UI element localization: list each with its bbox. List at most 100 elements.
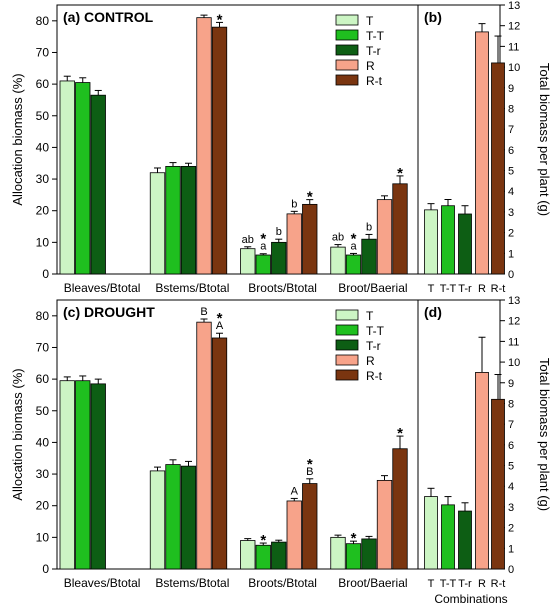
y-axis-label: Total biomass per plant (g): [537, 358, 550, 511]
bar-T-r: [180, 165, 197, 275]
y-tick-label: 0: [42, 267, 49, 281]
panel-a: 0 10 20 30 40 50 60 70 80 Allocation biomass (%) (…: [10, 4, 419, 295]
x-category-label: T: [428, 283, 435, 295]
y-tick-label: 9: [508, 378, 514, 390]
y-tick-label: 2: [508, 523, 514, 535]
significance-letter: B: [306, 466, 313, 478]
bar-T: [424, 209, 438, 275]
y-tick-label: 0: [42, 562, 49, 576]
legend-label: T-r: [366, 44, 381, 58]
y-tick-label: 50: [36, 109, 50, 123]
x-category-label: T: [428, 578, 435, 590]
legend-swatch: [335, 324, 359, 336]
x-category-label: R: [478, 578, 486, 590]
panel-title: (b): [424, 9, 442, 25]
y-tick-label: 10: [508, 62, 520, 74]
y-tick-label: 11: [508, 41, 519, 53]
panel-title: (c) DROUGHT: [63, 304, 155, 320]
bar-T-T: [255, 254, 271, 275]
y-tick-label: 40: [36, 435, 50, 449]
y-tick-label: 0: [508, 564, 514, 576]
y-tick-label: 70: [36, 45, 50, 59]
bar-R: [376, 199, 393, 275]
bar-T: [330, 536, 346, 570]
significance-star: *: [260, 532, 266, 549]
legend-swatch: [335, 339, 359, 351]
bar-T: [149, 172, 166, 275]
significance-star: *: [307, 189, 313, 206]
significance-star: *: [351, 530, 357, 547]
bar-T-T: [345, 543, 362, 570]
bar-R: [475, 372, 489, 570]
y-tick-label: 30: [36, 467, 50, 481]
y-tick-label: 6: [508, 145, 514, 157]
bar-T: [240, 248, 256, 275]
y-tick-label: 4: [508, 186, 514, 198]
y-tick-label: 1: [508, 248, 514, 260]
x-category-label: T-T: [440, 578, 457, 590]
bar-T: [424, 496, 438, 570]
panel-c: 0 10 20 30 40 50 60 70 80 Allocation biomass (%) (…: [10, 299, 419, 590]
y-tick-label: 6: [508, 440, 514, 452]
bar-R: [286, 500, 302, 570]
significance-star: *: [260, 231, 266, 248]
bar-T-r: [90, 383, 106, 570]
bar-R: [376, 479, 393, 570]
bar-T: [59, 380, 75, 570]
x-category-label: R-t: [491, 283, 506, 295]
x-axis-label: Combinations: [434, 592, 507, 606]
bar-R-t: [392, 183, 408, 275]
legend-swatch: [335, 29, 359, 41]
bar-T-T: [75, 82, 91, 275]
bar-T-T: [345, 254, 362, 275]
y-tick-label: 10: [36, 235, 50, 249]
bar-T-T: [441, 504, 455, 570]
significance-star: *: [307, 456, 313, 473]
y-tick-label: 60: [36, 77, 50, 91]
y-tick-label: 7: [508, 419, 514, 431]
significance-letter: A: [291, 485, 299, 497]
y-tick-label: 50: [36, 404, 50, 418]
significance-letter: b: [276, 226, 282, 238]
bar-R-t: [211, 337, 228, 570]
bar-T-r: [271, 541, 287, 570]
x-category-label: Bleaves/Btotal: [64, 281, 141, 295]
legend-swatch: [335, 309, 359, 321]
bar-T: [149, 470, 166, 570]
significance-star: *: [397, 425, 403, 442]
bar-T-r: [361, 538, 377, 570]
significance-star: *: [217, 11, 223, 28]
y-tick-label: 10: [36, 530, 50, 544]
legend-swatch: [335, 59, 359, 71]
x-category-label: T-T: [440, 283, 457, 295]
bar-R: [196, 321, 212, 570]
legend-label: R-t: [366, 74, 383, 88]
y-tick-label: 10: [508, 357, 520, 369]
bar-R: [475, 31, 489, 275]
y-tick-label: 20: [36, 204, 50, 218]
bar-T-T: [441, 205, 455, 275]
significance-letter: b: [291, 198, 297, 210]
x-category-label: R-t: [491, 578, 506, 590]
x-category-label: Broots/Btotal: [248, 576, 317, 590]
bar-R-t: [211, 26, 228, 275]
legend-swatch: [335, 369, 359, 381]
significance-letter: ab: [242, 234, 254, 246]
significance-letter: b: [366, 221, 372, 233]
legend-label: R: [366, 354, 375, 368]
y-axis-label: Allocation biomass (%): [10, 73, 25, 205]
y-tick-label: 13: [508, 0, 520, 12]
bar-T: [59, 80, 75, 275]
y-tick-label: 7: [508, 124, 514, 136]
y-tick-label: 12: [508, 21, 520, 33]
y-axis-label: Total biomass per plant (g): [537, 63, 550, 216]
legend-label: T-T: [366, 29, 385, 43]
y-tick-label: 4: [508, 481, 514, 493]
legend-swatch: [335, 354, 359, 366]
y-tick-label: 20: [36, 499, 50, 513]
bar-T-r: [361, 238, 377, 275]
y-tick-label: 5: [508, 461, 514, 473]
legend-swatch: [335, 14, 359, 26]
